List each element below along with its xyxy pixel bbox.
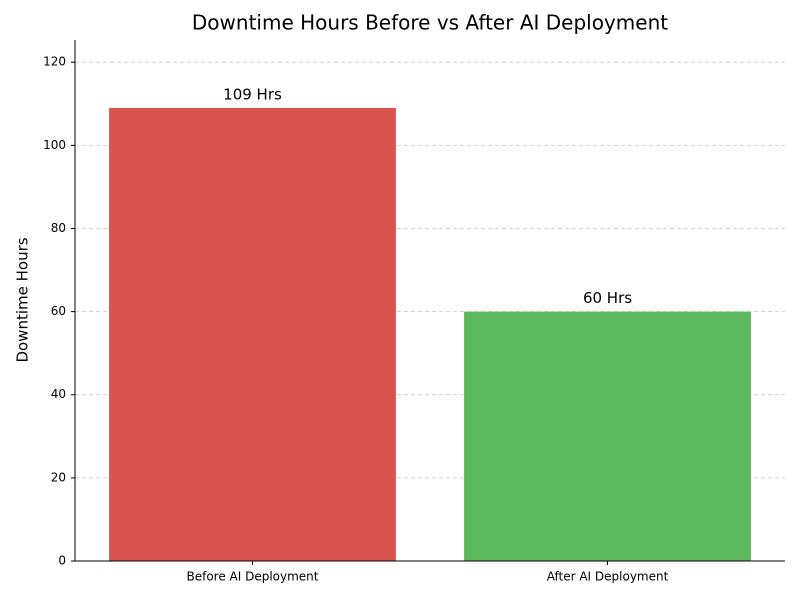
y-tick-label: 0 xyxy=(58,554,66,568)
x-tick-label: After AI Deployment xyxy=(547,570,669,584)
y-tick-label: 100 xyxy=(43,138,66,152)
x-tick-label: Before AI Deployment xyxy=(186,570,318,584)
y-tick-label: 80 xyxy=(51,221,66,235)
y-tick-label: 40 xyxy=(51,387,66,401)
y-axis-label: Downtime Hours xyxy=(14,237,32,362)
bar xyxy=(109,107,396,562)
chart-title: Downtime Hours Before vs After AI Deploy… xyxy=(192,11,668,35)
value-label: 60 Hrs xyxy=(583,289,632,307)
bar xyxy=(464,311,751,561)
y-tick-label: 60 xyxy=(51,304,66,318)
y-tick-label: 20 xyxy=(51,470,66,484)
y-tick-label: 120 xyxy=(43,55,66,69)
value-label: 109 Hrs xyxy=(223,85,282,103)
